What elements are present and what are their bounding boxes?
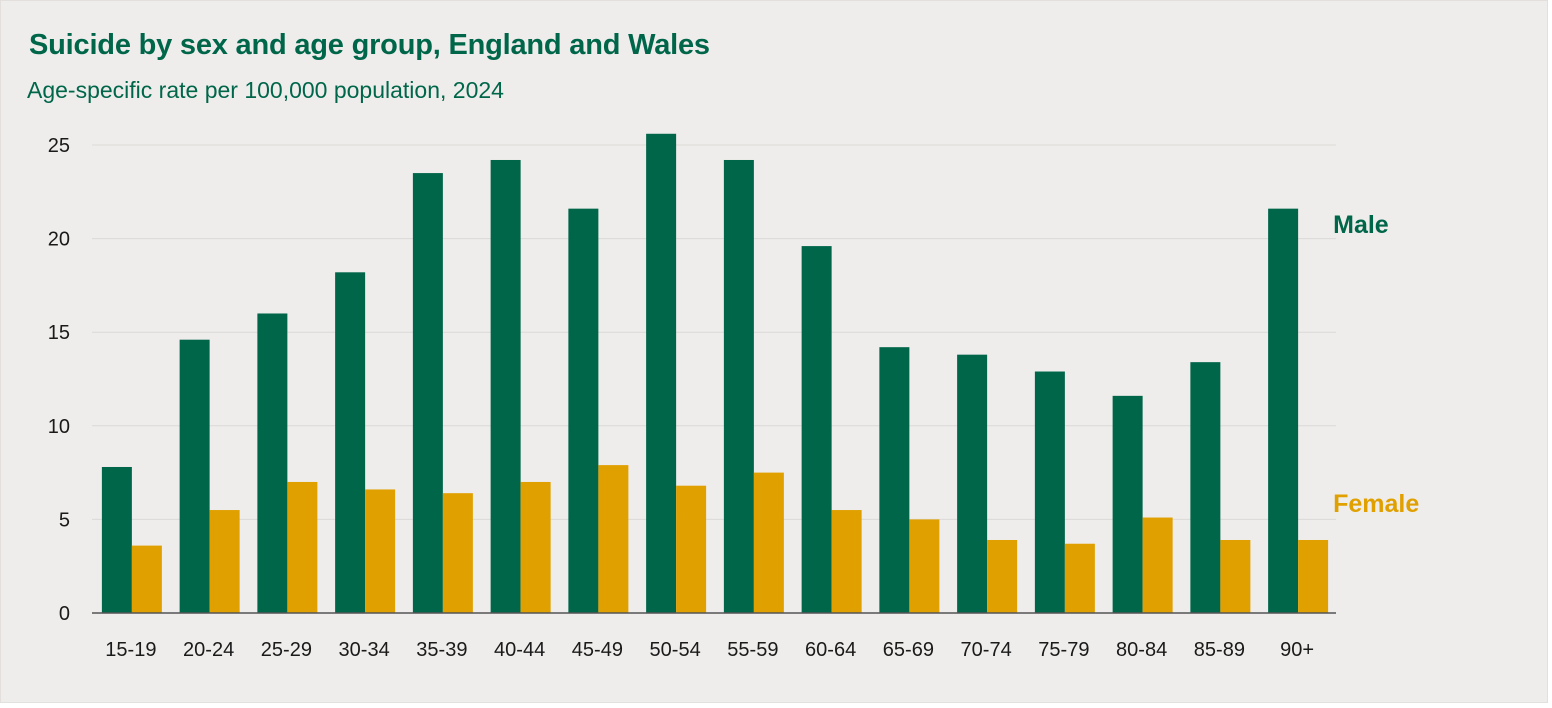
bar-female-70-74 [987, 539, 1018, 613]
bar-male-55-59 [723, 159, 754, 613]
bar-male-45-49 [568, 208, 599, 613]
x-tick-label: 15-19 [105, 639, 156, 661]
y-tick-label: 5 [59, 509, 70, 531]
x-axis-tick-labels: 15-19 20-24 25-29 30-34 35-39 40-44 45-49 50-54… [105, 639, 1314, 661]
bar-male-25-29 [257, 313, 288, 613]
bar-male-65-69 [879, 347, 910, 613]
bar-female-90+ [1298, 539, 1329, 613]
bar-female-85-89 [1220, 539, 1251, 613]
y-tick-label: 20 [48, 229, 70, 251]
x-tick-label: 85-89 [1194, 639, 1245, 661]
series-labels: Male Female [1333, 211, 1419, 518]
bars [101, 133, 1329, 613]
bar-male-40-44 [490, 159, 521, 613]
x-tick-label: 35-39 [416, 639, 467, 661]
bar-female-45-49 [598, 465, 629, 613]
bar-male-90+ [1268, 208, 1299, 613]
x-tick-label: 75-79 [1038, 639, 1089, 661]
bar-female-65-69 [909, 519, 940, 613]
bar-male-75-79 [1034, 371, 1065, 613]
bar-male-50-54 [646, 133, 677, 613]
series-female-bars [131, 465, 1329, 613]
chart-subtitle: Age-specific rate per 100,000 population… [27, 77, 504, 103]
y-tick-label: 10 [48, 416, 70, 438]
bar-female-55-59 [753, 472, 784, 613]
y-axis-tick-labels: 0 5 10 15 20 25 [48, 135, 70, 625]
bar-female-50-54 [676, 485, 707, 613]
bar-male-20-24 [179, 339, 210, 613]
bar-male-15-19 [101, 466, 132, 613]
y-tick-label: 15 [48, 322, 70, 344]
bar-male-35-39 [412, 173, 443, 613]
bar-female-20-24 [209, 510, 240, 613]
x-tick-label: 20-24 [183, 639, 234, 661]
x-tick-label: 70-74 [961, 639, 1012, 661]
bar-female-35-39 [442, 493, 473, 613]
y-tick-label: 0 [59, 603, 70, 625]
bar-female-25-29 [287, 481, 318, 613]
bar-male-70-74 [957, 354, 988, 613]
series-male-bars [101, 133, 1299, 613]
x-tick-label: 40-44 [494, 639, 545, 661]
bar-female-30-34 [365, 489, 396, 613]
x-tick-label: 50-54 [650, 639, 701, 661]
x-tick-label: 55-59 [727, 639, 778, 661]
chart-title: Suicide by sex and age group, England an… [29, 29, 710, 61]
x-tick-label: 30-34 [339, 639, 390, 661]
x-tick-label: 45-49 [572, 639, 623, 661]
bar-female-15-19 [131, 545, 162, 613]
bar-male-85-89 [1190, 362, 1221, 613]
x-tick-label: 25-29 [261, 639, 312, 661]
bar-female-80-84 [1142, 517, 1173, 613]
bar-male-60-64 [801, 246, 832, 613]
y-tick-label: 25 [48, 135, 70, 157]
bar-male-30-34 [335, 272, 366, 613]
bar-female-60-64 [831, 510, 862, 613]
bar-female-75-79 [1064, 543, 1095, 613]
series-label-male: Male [1333, 211, 1389, 239]
x-tick-label: 90+ [1280, 639, 1314, 661]
bar-female-40-44 [520, 481, 551, 613]
x-tick-label: 60-64 [805, 639, 856, 661]
bar-male-80-84 [1112, 395, 1143, 613]
series-label-female: Female [1333, 490, 1419, 518]
x-tick-label: 65-69 [883, 639, 934, 661]
x-tick-label: 80-84 [1116, 639, 1167, 661]
